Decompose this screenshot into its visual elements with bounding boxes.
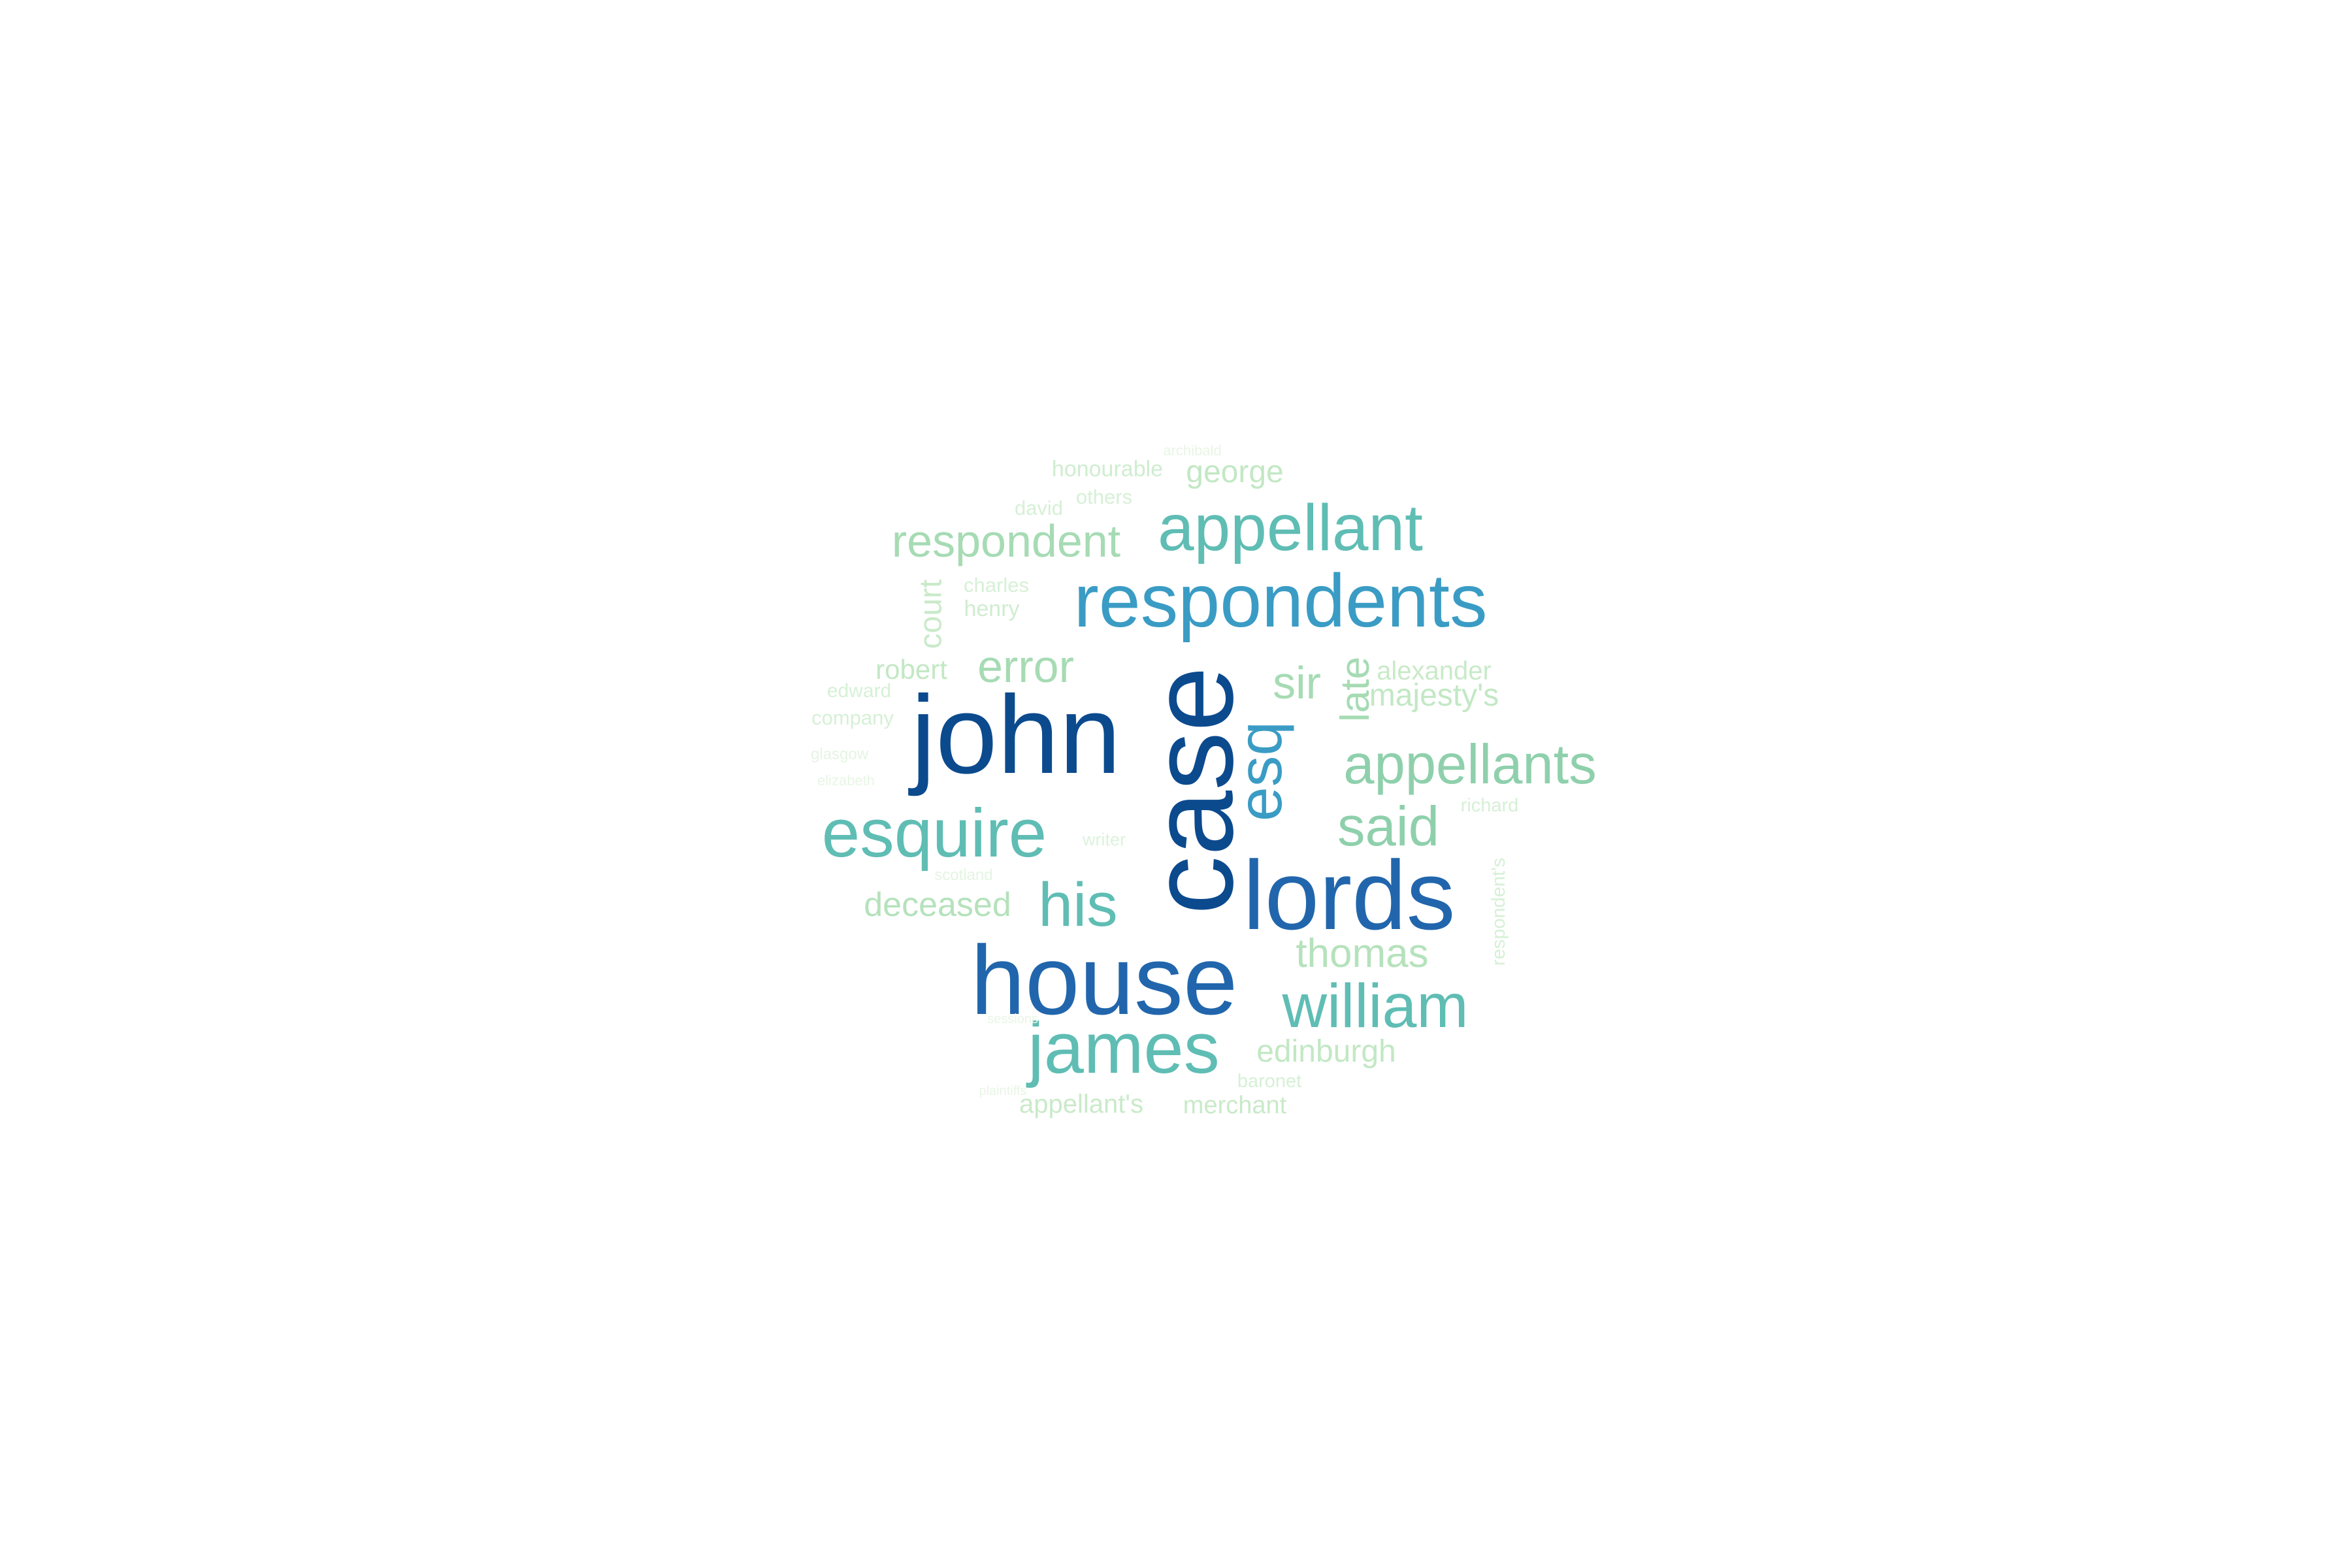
word-company: company	[811, 706, 894, 729]
word-esquire: esquire	[821, 794, 1047, 872]
word-archibald: archibald	[1163, 442, 1222, 459]
word-alexander: alexander	[1377, 657, 1492, 685]
word-john: john	[911, 673, 1121, 797]
word-scotland: scotland	[934, 866, 993, 884]
word-david: david	[1014, 496, 1064, 519]
word-henry: henry	[964, 596, 1020, 621]
word-william: william	[1282, 971, 1469, 1041]
word-baronet: baronet	[1237, 1070, 1302, 1092]
word-george: george	[1186, 455, 1284, 489]
word-lords: lords	[1243, 840, 1456, 950]
word-deceased: deceased	[864, 886, 1011, 924]
word-esq: esq	[1226, 721, 1296, 821]
word-respondents: respondents	[1073, 559, 1488, 643]
word-thomas: thomas	[1296, 931, 1429, 976]
word-robert: robert	[875, 654, 947, 685]
word-edward: edward	[826, 680, 892, 702]
word-james: james	[1028, 1008, 1220, 1088]
word-sessions: sessions	[987, 1012, 1038, 1026]
word-majestys: majesty's	[1369, 678, 1499, 713]
word-elizabeth: elizabeth	[817, 772, 875, 789]
word-sir: sir	[1273, 657, 1321, 708]
word-error: error	[977, 641, 1074, 692]
word-court: court	[913, 579, 948, 649]
word-appellant: appellant	[1158, 491, 1423, 564]
word-edinburgh: edinburgh	[1256, 1034, 1396, 1069]
word-respondent: respondent	[891, 515, 1121, 566]
word-richard: richard	[1460, 794, 1519, 816]
word-others: others	[1075, 485, 1133, 508]
word-merchant: merchant	[1183, 1092, 1287, 1119]
word-appellants-possessive: appellant's	[1019, 1090, 1143, 1119]
word-plaintiffs: plaintiffs	[979, 1084, 1027, 1098]
word-house: house	[970, 925, 1238, 1035]
word-writer: writer	[1083, 829, 1126, 849]
word-said: said	[1337, 795, 1439, 858]
word-respondents-possessive: respondent's	[1488, 857, 1510, 966]
word-appellants: appellants	[1343, 733, 1597, 796]
word-charles: charles	[964, 573, 1029, 596]
word-glasgow: glasgow	[810, 745, 869, 763]
word-his: his	[1038, 870, 1118, 939]
word-honourable: honourable	[1051, 457, 1164, 482]
